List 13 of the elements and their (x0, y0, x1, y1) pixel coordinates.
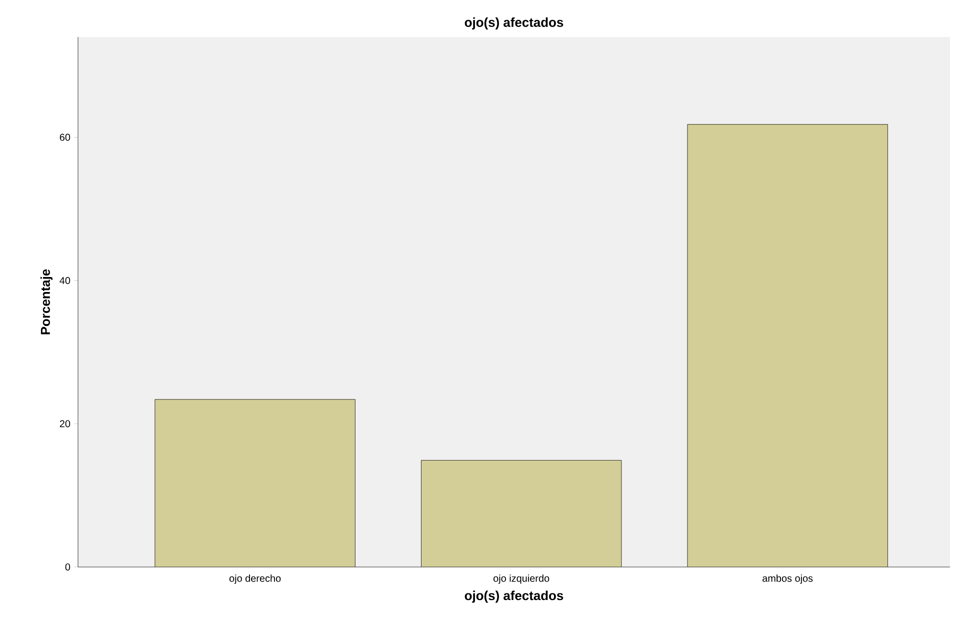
y-tick-label: 20 (60, 420, 70, 428)
y-tick-label: 40 (60, 276, 70, 284)
x-axis-title: ojo(s) afectados (464, 590, 564, 603)
bar (421, 460, 622, 567)
y-tick-label: 60 (60, 134, 70, 141)
bar (687, 124, 888, 567)
y-axis-title: Porcentaje (40, 269, 53, 334)
y-tick-label: 0 (65, 563, 70, 571)
chart-title: ojo(s) afectados (464, 17, 564, 30)
x-tick-label: ojo derecho (229, 574, 281, 584)
x-tick-label: ojo izquierdo (494, 574, 550, 584)
x-tick-label: ambos ojos (762, 574, 813, 584)
bar (154, 399, 356, 567)
